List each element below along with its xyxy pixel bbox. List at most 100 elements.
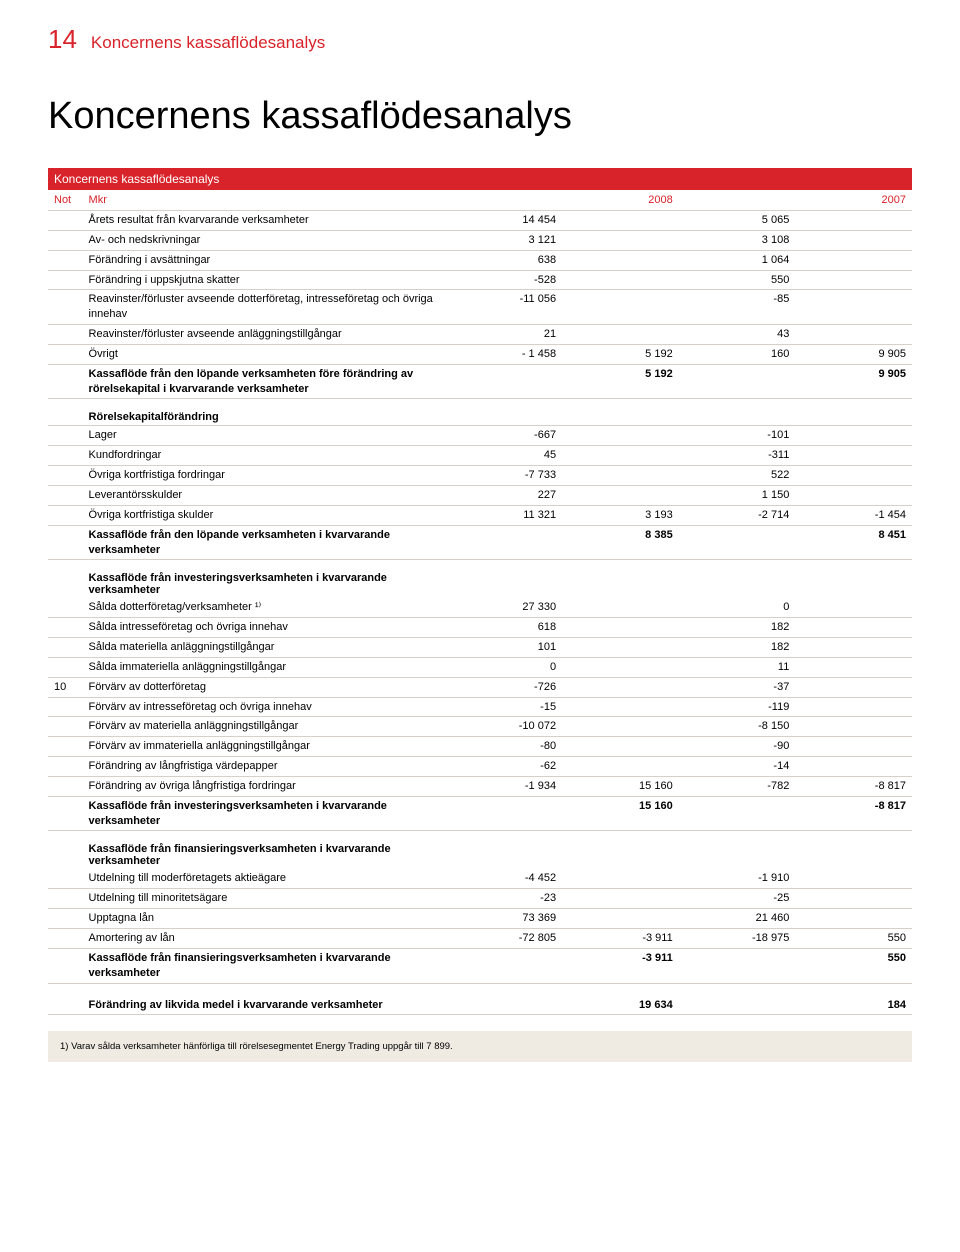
cell-v2 xyxy=(562,697,679,717)
cell-v1: -62 xyxy=(445,757,562,777)
cell-v4 xyxy=(795,485,912,505)
cell-v1: -1 934 xyxy=(445,776,562,796)
cell-v2 xyxy=(562,426,679,446)
cell-v4: -8 817 xyxy=(795,796,912,831)
cell-v2: -3 911 xyxy=(562,929,679,949)
cell-v1 xyxy=(445,796,562,831)
cell-v2 xyxy=(562,889,679,909)
cell-v4 xyxy=(795,446,912,466)
cell-v4 xyxy=(795,618,912,638)
table-row: Förvärv av intresseföretag och övriga in… xyxy=(48,697,912,717)
cell-not xyxy=(48,737,83,757)
cell-not xyxy=(48,250,83,270)
cell-v1: -10 072 xyxy=(445,717,562,737)
cell-label: Förändring av övriga långfristiga fordri… xyxy=(83,776,446,796)
cell-v1: 3 121 xyxy=(445,230,562,250)
cell-not xyxy=(48,796,83,831)
cell-v1: -23 xyxy=(445,889,562,909)
cell-v1: -11 056 xyxy=(445,290,562,325)
cell-not xyxy=(48,344,83,364)
cell-label: Förvärv av dotterföretag xyxy=(83,677,446,697)
cell-label: Kundfordringar xyxy=(83,446,446,466)
cell-v1: 27 330 xyxy=(445,598,562,617)
table-row: Utdelning till minoritetsägare-23-25 xyxy=(48,889,912,909)
cell-label: Förändring i avsättningar xyxy=(83,250,446,270)
cell-label: Leverantörsskulder xyxy=(83,485,446,505)
cell-not xyxy=(48,525,83,560)
cell-v1 xyxy=(445,364,562,399)
cell-not xyxy=(48,657,83,677)
cell-v2 xyxy=(562,717,679,737)
cell-label: Kassaflöde från den löpande verksamheten… xyxy=(83,525,446,560)
cell-not xyxy=(48,364,83,399)
cell-v1: 45 xyxy=(445,446,562,466)
spacer-row xyxy=(48,983,912,996)
cell-not xyxy=(48,485,83,505)
table-row: Av- och nedskrivningar3 1213 108 xyxy=(48,230,912,250)
cell-v2 xyxy=(562,485,679,505)
cell-v2 xyxy=(562,250,679,270)
cell-v4 xyxy=(795,325,912,345)
cell-not: 10 xyxy=(48,677,83,697)
section-header: Kassaflöde från finansieringsverksamhete… xyxy=(48,831,912,870)
cell-label: Utdelning till moderföretagets aktieägar… xyxy=(83,869,446,888)
page-number: 14 xyxy=(48,24,77,55)
cell-v1: -80 xyxy=(445,737,562,757)
cell-v2: 8 385 xyxy=(562,525,679,560)
cell-v4 xyxy=(795,869,912,888)
cell-v1: 14 454 xyxy=(445,211,562,231)
cell-v2 xyxy=(562,657,679,677)
table-title-band: Koncernens kassaflödesanalys xyxy=(48,168,912,190)
table-row: Övrigt- 1 4585 1921609 905 xyxy=(48,344,912,364)
table-row: Sålda dotterföretag/verksamheter ¹⁾27 33… xyxy=(48,598,912,617)
table-row: Reavinster/förluster avseende dotterföre… xyxy=(48,290,912,325)
footnote: 1) Varav sålda verksamheter hänförliga t… xyxy=(48,1031,912,1062)
cell-v3 xyxy=(679,525,796,560)
cell-v3: -2 714 xyxy=(679,505,796,525)
cell-v1: 0 xyxy=(445,657,562,677)
cell-v1: -726 xyxy=(445,677,562,697)
cell-v2 xyxy=(562,466,679,486)
cell-v2: 19 634 xyxy=(562,996,679,1015)
column-header: NotMkr20082007 xyxy=(48,190,912,211)
section-header: Rörelsekapitalförändring xyxy=(48,399,912,426)
cell-v2: 15 160 xyxy=(562,776,679,796)
cell-v1: 638 xyxy=(445,250,562,270)
cell-not xyxy=(48,230,83,250)
cell-label: Upptagna lån xyxy=(83,909,446,929)
cell-not xyxy=(48,426,83,446)
cell-v4 xyxy=(795,290,912,325)
col-not: Not xyxy=(48,190,83,211)
cell-label: Reavinster/förluster avseende anläggning… xyxy=(83,325,446,345)
col-2007: 2007 xyxy=(795,190,912,211)
cell-v1: 101 xyxy=(445,638,562,658)
cell-v1: -15 xyxy=(445,697,562,717)
cell-v3: -85 xyxy=(679,290,796,325)
cell-v4 xyxy=(795,466,912,486)
cell-v3: 43 xyxy=(679,325,796,345)
cell-v3: 0 xyxy=(679,598,796,617)
table-row: Kassaflöde från den löpande verksamheten… xyxy=(48,525,912,560)
cell-v1: -7 733 xyxy=(445,466,562,486)
cell-label: Kassaflöde från den löpande verksamheten… xyxy=(83,364,446,399)
table-row: Årets resultat från kvarvarande verksamh… xyxy=(48,211,912,231)
cell-v4: 9 905 xyxy=(795,344,912,364)
cell-v2 xyxy=(562,757,679,777)
page: 14 Koncernens kassaflödesanalys Koncerne… xyxy=(0,0,960,1086)
cell-v1: 618 xyxy=(445,618,562,638)
cell-not xyxy=(48,211,83,231)
cell-v4: 550 xyxy=(795,948,912,983)
cell-label: Kassaflöde från investeringsverksamheten… xyxy=(83,796,446,831)
cell-label: Av- och nedskrivningar xyxy=(83,230,446,250)
cell-v3: -37 xyxy=(679,677,796,697)
cell-v4: 184 xyxy=(795,996,912,1015)
cell-v1: - 1 458 xyxy=(445,344,562,364)
cell-v4 xyxy=(795,889,912,909)
cell-v3: -1 910 xyxy=(679,869,796,888)
cell-v1: -72 805 xyxy=(445,929,562,949)
cell-v2: 5 192 xyxy=(562,364,679,399)
table-row: Leverantörsskulder2271 150 xyxy=(48,485,912,505)
cell-v3: 21 460 xyxy=(679,909,796,929)
cell-v1: 11 321 xyxy=(445,505,562,525)
cell-v1: 73 369 xyxy=(445,909,562,929)
